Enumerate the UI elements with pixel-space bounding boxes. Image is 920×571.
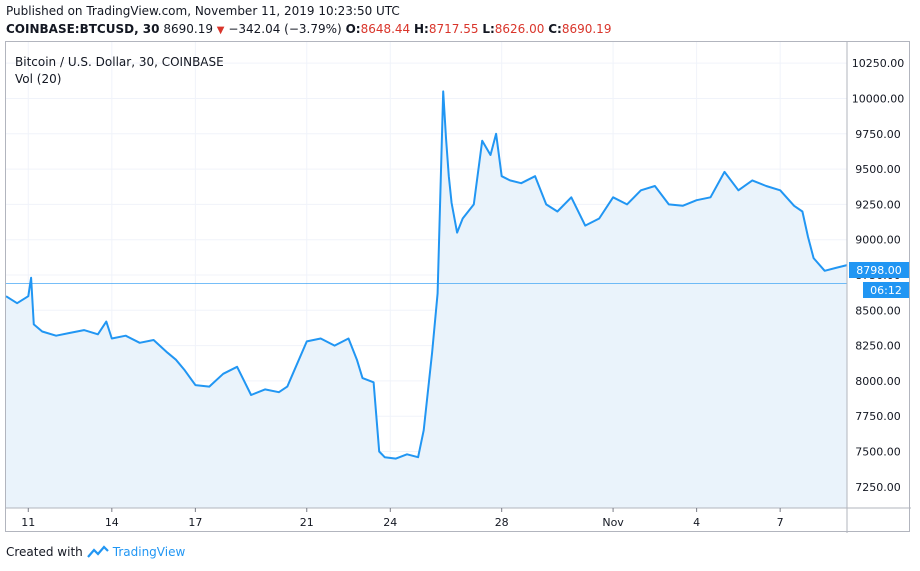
y-tick-label: 7250.00	[855, 481, 901, 494]
close-label: C:	[548, 22, 562, 36]
footer: Created with TradingView	[6, 545, 185, 559]
x-tick-label: 21	[300, 516, 314, 529]
x-tick-label: 11	[21, 516, 35, 529]
open-value: 8648.44	[360, 22, 411, 36]
price-tag: 8798.00 06:12	[849, 262, 909, 298]
x-tick-label: 7	[777, 516, 784, 529]
x-tick-label: 17	[188, 516, 202, 529]
low-value: 8626.00	[494, 22, 545, 36]
low-label: L:	[482, 22, 495, 36]
price-line	[6, 90, 848, 460]
down-triangle-icon: ▼	[216, 25, 225, 36]
chart-panel[interactable]: 7250.00 7500.00 7750.00 8000.00 8250.00 8500.…	[5, 41, 911, 533]
x-tick-label: 24	[383, 516, 397, 529]
last-price: 8690.19	[163, 22, 213, 36]
tradingview-brand[interactable]: TradingView	[112, 545, 186, 559]
open-label: O:	[345, 22, 361, 36]
y-tick-label: 10000.00	[852, 92, 905, 105]
tradingview-logo-icon	[86, 545, 109, 558]
y-tick-label: 9000.00	[855, 234, 901, 247]
series-title: Bitcoin / U.S. Dollar, 30, COINBASE	[15, 55, 224, 69]
y-tick-label: 9500.00	[855, 163, 901, 176]
price-chart[interactable]: 7250.00 7500.00 7750.00 8000.00 8250.00 8500.…	[6, 42, 911, 533]
y-tick-label: 9750.00	[855, 128, 901, 141]
y-tick-label: 7500.00	[855, 446, 901, 459]
high-label: H:	[414, 22, 429, 36]
price-tag-countdown: 06:12	[870, 284, 902, 297]
volume-label: Vol (20)	[15, 72, 61, 86]
y-tick-label: 8500.00	[855, 304, 901, 317]
y-tick-label: 8000.00	[855, 375, 901, 388]
published-line: Published on TradingView.com, November 1…	[6, 4, 400, 18]
close-value: 8690.19	[561, 22, 612, 36]
y-tick-label: 9250.00	[855, 198, 901, 211]
y-tick-label: 7750.00	[855, 410, 901, 423]
time-axis: 11 14 17 21 24 28 Nov 4 7	[21, 508, 784, 529]
price-change: −342.04 (−3.79%)	[228, 22, 342, 36]
price-tag-value: 8798.00	[856, 264, 902, 277]
y-tick-label: 10250.00	[852, 57, 905, 70]
quote-line: COINBASE:BTCUSD, 30 8690.19 ▼ −342.04 (−…	[6, 22, 611, 36]
created-with-label: Created with	[6, 545, 83, 559]
x-tick-label: 4	[693, 516, 700, 529]
price-area	[6, 91, 847, 509]
x-tick-label: Nov	[602, 516, 624, 529]
y-tick-label: 8250.00	[855, 340, 901, 353]
x-tick-label: 28	[495, 516, 509, 529]
symbol-label[interactable]: COINBASE:BTCUSD, 30	[6, 22, 160, 36]
x-tick-label: 14	[105, 516, 119, 529]
high-value: 8717.55	[428, 22, 479, 36]
